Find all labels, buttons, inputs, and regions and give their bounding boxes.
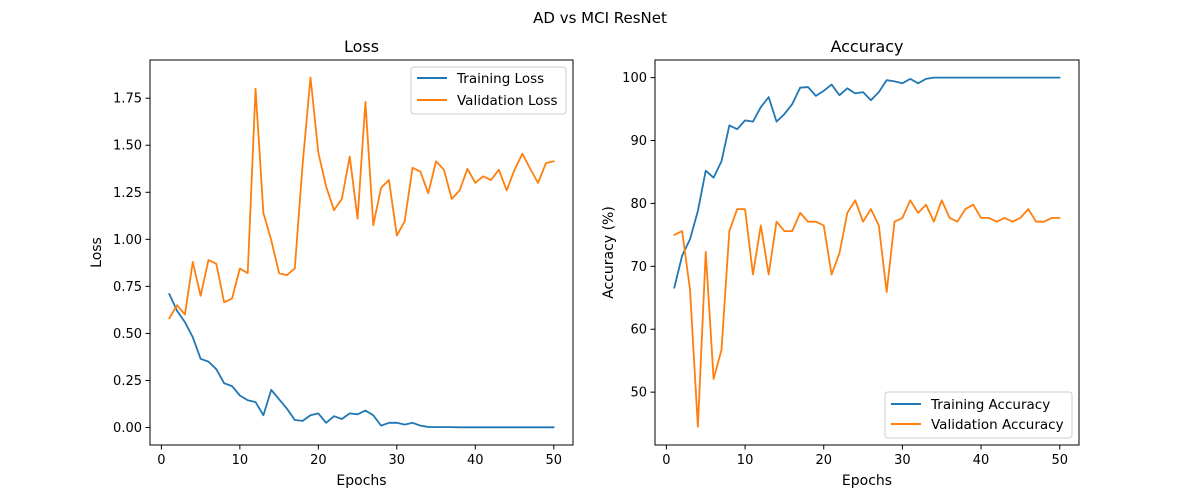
loss-y-tick-label: 0.25 <box>113 374 142 389</box>
accuracy-y-tick-label: 100 <box>622 71 647 86</box>
accuracy-legend: Training Accuracy Validation Accuracy <box>884 391 1073 439</box>
loss-panel: 0 10 20 30 40 50 0.00 0.25 0.50 0.75 1.00 1.25 1.50… <box>89 37 574 489</box>
loss-series-line-validation-loss <box>168 76 555 320</box>
loss-y-tick-label: 0.75 <box>113 280 142 295</box>
loss-legend-box <box>410 66 567 115</box>
loss-y-tick-label: 1.50 <box>113 139 142 154</box>
figure-suptitle: AD vs MCI ResNet <box>533 9 667 27</box>
loss-y-tick-label: 0.00 <box>113 421 142 436</box>
accuracy-series-line-training-accuracy <box>673 76 1061 289</box>
accuracy-panel: 0 10 20 30 40 50 50 60 70 80 90 100 Accuracy Epoch… <box>601 37 1080 489</box>
accuracy-y-tick-label: 70 <box>630 260 647 275</box>
loss-x-tick-label: 0 <box>157 453 165 468</box>
loss-x-tick-label: 50 <box>545 453 562 468</box>
loss-x-tick-label: 40 <box>467 453 484 468</box>
accuracy-x-tick-label: 0 <box>662 453 670 468</box>
loss-x-axis-label: Epochs <box>336 473 386 489</box>
loss-y-tick-label: 1.00 <box>113 233 142 248</box>
loss-y-ticks: 0.00 0.25 0.50 0.75 1.00 1.25 1.50 1.75 <box>113 92 150 436</box>
loss-x-tick-label: 20 <box>310 453 327 468</box>
accuracy-x-tick-label: 10 <box>737 453 754 468</box>
accuracy-axes-frame <box>654 59 1080 446</box>
accuracy-chart-title: Accuracy <box>830 37 903 56</box>
accuracy-y-tick-label: 50 <box>630 386 647 401</box>
loss-x-tick-label: 30 <box>389 453 406 468</box>
loss-x-ticks: 0 10 20 30 40 50 <box>157 445 562 468</box>
accuracy-y-tick-label: 90 <box>630 134 647 149</box>
loss-legend: Training Loss Validation Loss <box>410 66 567 115</box>
accuracy-x-ticks: 0 10 20 30 40 50 <box>662 445 1068 468</box>
loss-y-tick-label: 1.75 <box>113 92 142 107</box>
loss-legend-label-validation: Validation Loss <box>457 93 558 109</box>
accuracy-x-axis-label: Epochs <box>842 473 892 489</box>
accuracy-y-tick-label: 80 <box>630 197 647 212</box>
loss-axes-frame <box>149 59 574 446</box>
accuracy-y-tick-label: 60 <box>630 323 647 338</box>
loss-series-line-training-loss <box>168 292 555 429</box>
loss-x-tick-label: 10 <box>232 453 249 468</box>
accuracy-series-line-validation-accuracy <box>673 199 1061 428</box>
accuracy-plot-area <box>673 76 1061 428</box>
loss-chart-title: Loss <box>344 37 379 56</box>
loss-plot-area <box>168 76 555 429</box>
loss-y-axis-label: Loss <box>89 237 105 268</box>
accuracy-legend-label-validation: Validation Accuracy <box>931 417 1064 433</box>
loss-y-tick-label: 1.25 <box>113 186 142 201</box>
accuracy-x-tick-label: 20 <box>815 453 832 468</box>
accuracy-legend-box <box>884 391 1073 439</box>
accuracy-legend-label-training: Training Accuracy <box>930 397 1050 413</box>
accuracy-y-ticks: 50 60 70 80 90 100 <box>622 71 655 401</box>
loss-y-tick-label: 0.50 <box>113 327 142 342</box>
accuracy-y-axis-label: Accuracy (%) <box>601 206 617 299</box>
accuracy-x-tick-label: 50 <box>1051 453 1068 468</box>
accuracy-x-tick-label: 30 <box>894 453 911 468</box>
accuracy-x-tick-label: 40 <box>973 453 990 468</box>
loss-legend-label-training: Training Loss <box>456 71 544 87</box>
